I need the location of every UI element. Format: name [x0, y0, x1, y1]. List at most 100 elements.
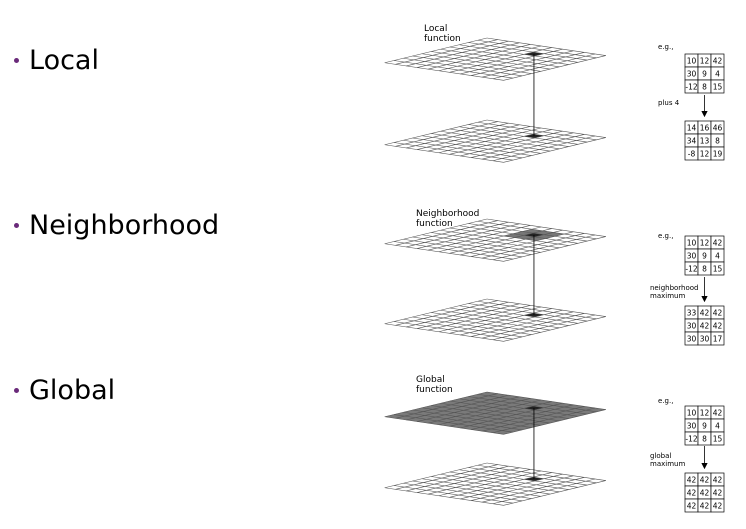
grid-line	[440, 229, 560, 249]
grid-line	[486, 298, 606, 317]
grid-line	[421, 478, 541, 497]
grid-line	[459, 398, 578, 417]
grid-line	[431, 312, 551, 331]
table-cell-value: 8	[702, 265, 707, 274]
input-values-table: 10 12 42 30 9 4 -12 8 15	[684, 405, 725, 446]
grid-line	[438, 127, 542, 154]
grid-line	[492, 314, 596, 341]
bullet-dot	[14, 388, 19, 393]
grid-line	[427, 469, 531, 495]
table-cell-value: 42	[713, 322, 723, 331]
grid-line	[427, 225, 531, 251]
grid-line	[384, 62, 504, 81]
table-cell-value: 15	[713, 83, 723, 92]
grid-line	[468, 124, 588, 143]
grid-line	[393, 485, 513, 504]
grid-line	[471, 311, 574, 337]
grid-line	[384, 323, 504, 342]
grid-line	[431, 405, 551, 424]
table-cell-value: 42	[700, 476, 710, 485]
bullet-dot	[14, 58, 19, 63]
bullet-dot	[14, 223, 19, 228]
table-cell-value: 42	[700, 309, 710, 318]
grid-line	[421, 314, 541, 333]
table-cell-value: 42	[713, 502, 723, 511]
table-cell-value: 42	[713, 476, 723, 485]
table-cell-value: 42	[700, 322, 710, 331]
grid-line	[384, 37, 488, 64]
grid-line	[403, 139, 523, 159]
grid-line	[468, 396, 588, 415]
grid-line	[459, 225, 578, 244]
input-values-table: 10 12 42 30 9 4 -12 8 15	[684, 235, 725, 276]
table-cell-border	[710, 331, 725, 346]
grid-line	[440, 130, 560, 150]
example-label: e.g.,	[658, 43, 673, 51]
grid-line	[449, 307, 569, 326]
grid-line	[449, 472, 552, 498]
grid-line	[395, 300, 498, 326]
table-cell-value: 8	[702, 83, 707, 92]
table-cell-value: 12	[700, 409, 710, 418]
output-values-table: 14 16 46 34 13 8 -8 12 19	[684, 120, 725, 161]
grid-line	[427, 44, 531, 70]
grid-line	[406, 394, 509, 421]
grid-line	[431, 133, 551, 152]
table-cell-value: 4	[715, 422, 720, 431]
grid-line	[503, 409, 606, 435]
table-cell-value: 42	[700, 502, 710, 511]
grid-line	[492, 234, 596, 261]
grid-line	[417, 124, 520, 150]
table-cell-value: 42	[687, 502, 697, 511]
grid-line	[468, 42, 588, 61]
grid-line	[459, 305, 578, 324]
grid-line	[393, 142, 513, 161]
grid-line	[481, 233, 585, 259]
grid-line	[395, 39, 498, 65]
grid-line	[403, 238, 523, 258]
grid-line	[438, 226, 542, 253]
table-cell-border	[710, 79, 725, 94]
operation-label: plus 4	[658, 99, 680, 107]
grid-line	[417, 467, 520, 493]
grid-line	[412, 480, 532, 499]
grid-line	[471, 132, 574, 158]
panel-title: function	[416, 385, 453, 395]
grid-line	[449, 46, 569, 65]
grid-line	[471, 231, 574, 257]
grid-line	[440, 48, 560, 68]
grid-line	[492, 478, 596, 505]
output-layer-grid	[384, 462, 606, 506]
table-cell-value: 15	[713, 265, 723, 274]
grid-line	[477, 393, 597, 413]
grid-line	[393, 241, 513, 260]
table-cell-value: 8	[702, 435, 707, 444]
table-cell-value: 9	[702, 422, 707, 431]
grid-line	[460, 473, 563, 500]
grid-line	[460, 229, 563, 256]
table-cell-value: 42	[687, 476, 697, 485]
table-cell-value: 42	[713, 239, 723, 248]
grid-line	[438, 306, 542, 333]
grid-line	[384, 298, 488, 325]
grid-line	[393, 60, 513, 79]
grid-line	[384, 243, 504, 262]
bullet-text-global: Global	[29, 375, 116, 406]
grid-line	[417, 303, 520, 329]
grid-line	[481, 406, 585, 432]
panel-title: Global	[416, 375, 445, 385]
grid-line	[393, 321, 513, 340]
grid-line	[486, 37, 606, 56]
grid-line	[384, 144, 504, 163]
output-layer-grid	[384, 119, 606, 163]
grid-line	[395, 393, 498, 419]
bullet-neighborhood: Neighborhood	[14, 210, 219, 241]
grid-line	[403, 411, 523, 431]
grid-line	[438, 45, 542, 72]
table-cell-value: 16	[700, 124, 710, 133]
table-cell-value: 33	[687, 309, 697, 318]
panel-title: function	[416, 219, 453, 229]
table-cell-value: 12	[700, 57, 710, 66]
example-label: e.g.,	[658, 397, 673, 405]
